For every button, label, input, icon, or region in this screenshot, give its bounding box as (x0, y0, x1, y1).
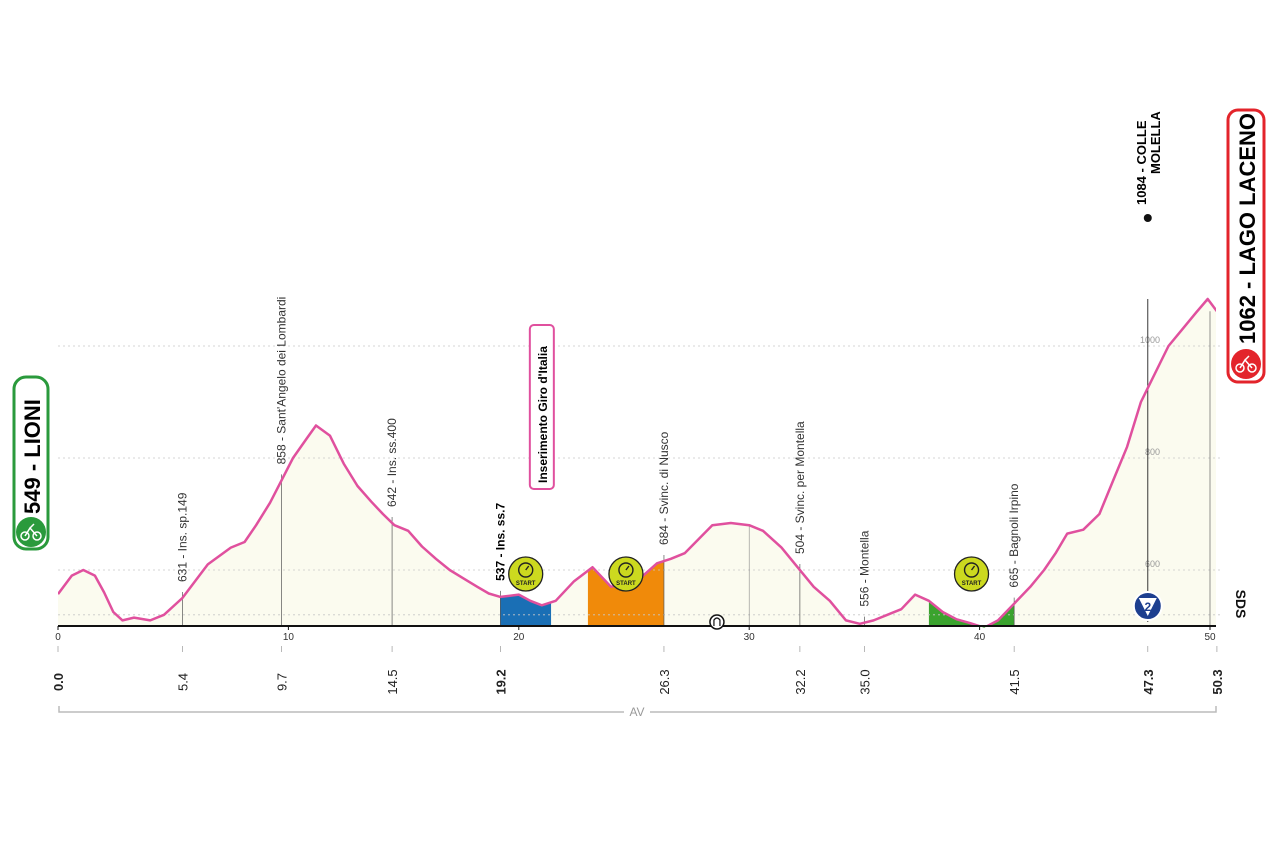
waypoint-label: 642 - Ins. ss.400 (385, 418, 399, 507)
x-tick-label: 40 (974, 632, 986, 643)
km-marker-label: 9.7 (274, 673, 289, 691)
waypoint-label: 665 - Bagnoli Irpino (1007, 483, 1021, 587)
profile-line (58, 297, 1216, 626)
finish-location: 1062 - LAGO LACENO (1226, 108, 1266, 384)
profile-area (58, 299, 1216, 626)
start-badge-2: START (608, 556, 644, 592)
waypoint-label: 858 - Sant'Angelo dei Lombardi (274, 297, 288, 465)
stopwatch-icon (963, 562, 980, 578)
bike-wheel-rear (20, 531, 30, 541)
km-marker-label: 19.2 (493, 669, 508, 694)
y-tick-label: 600 (1145, 559, 1160, 569)
km-marker-label: 47.3 (1141, 669, 1156, 694)
start-badge-circle (608, 556, 644, 592)
x-tick-label: 0 (55, 632, 61, 643)
profile-line-group (58, 297, 1216, 626)
bike-wheel-front (32, 531, 42, 541)
start-frame (12, 375, 50, 551)
waypoint-label: 504 - Svinc. per Montella (793, 421, 807, 554)
segment-bands (500, 561, 1015, 628)
km-marker-label: 32.2 (793, 669, 808, 694)
summit-label-line2: MOLELLA (1148, 111, 1163, 174)
km-marker-label: 26.3 (657, 669, 672, 694)
province-label-bg (624, 704, 650, 718)
profile-fill (58, 299, 1216, 626)
segment-band-3 (928, 600, 1015, 628)
finish-frame (1226, 108, 1266, 384)
bike-frame (24, 523, 38, 537)
km-marker-label: 0.0 (51, 673, 66, 691)
waypoint-label: 537 - Ins. ss.7 (493, 503, 507, 581)
waypoint-label: 556 - Montella (857, 530, 871, 606)
climb-category-label: 2 (1144, 600, 1151, 614)
summit-dot (1143, 214, 1152, 222)
waypoint-label: 631 - Ins. sp.149 (175, 492, 189, 582)
climb-category-badge: 2 (1132, 591, 1163, 621)
start-badge-1: START (508, 556, 544, 592)
province-label: AV (629, 705, 644, 719)
stopwatch-hand (525, 565, 530, 571)
stopwatch-hand (970, 565, 976, 571)
x-tick-label: 10 (283, 632, 295, 643)
tunnel-icon (709, 614, 725, 630)
start-location: 549 - LIONI (12, 375, 50, 551)
badges: START START START 2 SDS (508, 556, 1249, 630)
start-badge-label: START (616, 581, 636, 587)
start-label: 549 - LIONI (20, 399, 45, 514)
segment-band-2 (587, 561, 664, 626)
start-bike-circle (16, 517, 46, 547)
climb-category-triangle (1138, 598, 1157, 616)
stopwatch-icon (618, 562, 634, 578)
highlight-label: Inserimento Giro d'Italia (536, 346, 550, 483)
finish-label: 1062 - LAGO LACENO (1235, 113, 1260, 344)
waypoint-label: 684 - Svinc. di Nusco (657, 431, 671, 545)
y-tick-label: 1000 (1140, 335, 1160, 345)
brand-label: SDS (1233, 590, 1249, 619)
tunnel-arch (713, 617, 721, 626)
km-marker-label: 5.4 (175, 673, 190, 691)
labels: 631 - Ins. sp.149 858 - Sant'Angelo dei L… (175, 111, 1162, 607)
km-marker-label: 41.5 (1007, 669, 1022, 694)
km-marker-label: 14.5 (385, 669, 400, 694)
stopwatch-icon (518, 562, 534, 578)
finish-bike-wheel-rear (1235, 363, 1245, 373)
highlight-box (528, 324, 555, 490)
tunnel-ring (709, 614, 725, 630)
km-marker-label: 50.3 (1210, 669, 1225, 694)
x-tick-label: 20 (513, 632, 525, 643)
start-badge-circle (953, 556, 990, 592)
start-badge-label: START (962, 581, 982, 587)
y-tick-label: 800 (1145, 447, 1160, 457)
x-tick-label: 50 (1204, 632, 1216, 643)
start-badge-label: START (516, 581, 536, 587)
segment-band-1 (500, 594, 552, 626)
start-finish: 549 - LIONI 1062 - LAGO LACENO (12, 108, 1266, 551)
finish-bike-wheel-front (1247, 363, 1257, 373)
summit-label-line1: 1084 - COLLE (1134, 120, 1149, 205)
start-badge-circle (508, 556, 544, 592)
x-tick-label: 30 (744, 632, 756, 643)
stopwatch-hand (625, 565, 630, 571)
finish-bike-frame (1239, 355, 1253, 369)
x-axis: 0 10 20 30 40 50 0.0 5.4 9.7 14.5 19.2 26.3 32.2 35.0… (51, 625, 1225, 719)
finish-bike-circle (1231, 349, 1261, 379)
km-marker-label: 35.0 (857, 669, 872, 694)
start-badge-3: START (953, 556, 990, 592)
